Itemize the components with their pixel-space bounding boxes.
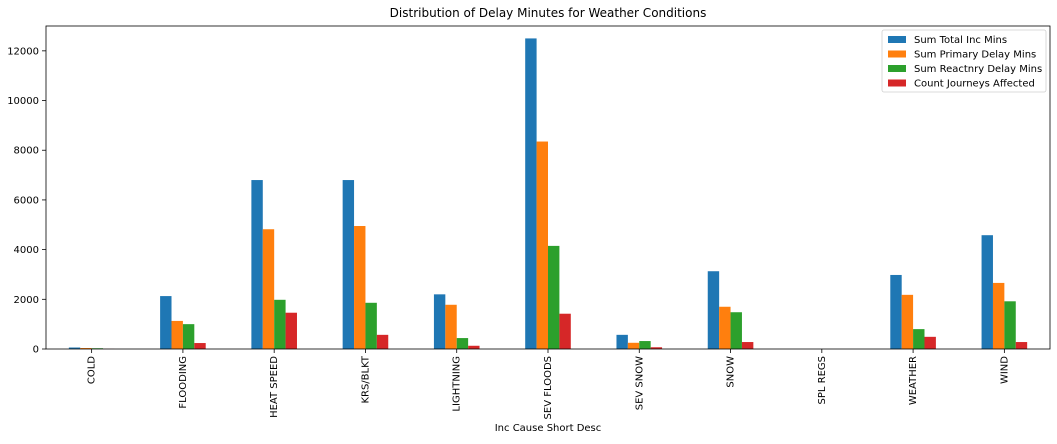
y-tick-label: 8000 (14, 146, 39, 157)
legend-label-2: Sum Primary Delay Mins (914, 50, 1036, 61)
y-tick-label: 6000 (14, 195, 39, 206)
x-tick-label: COLD (87, 356, 98, 384)
bar-3-7 (639, 341, 650, 349)
bar-3-2 (183, 324, 194, 349)
bar-2-6 (537, 142, 548, 349)
bar-1-6 (525, 38, 536, 349)
bar-2-8 (719, 307, 730, 349)
bar-4-5 (468, 346, 479, 349)
x-tick-label: WIND (999, 356, 1010, 384)
x-axis-label: Inc Cause Short Desc (495, 423, 602, 434)
bar-3-8 (731, 312, 742, 349)
legend: Sum Total Inc Mins Sum Primary Delay Mins… (882, 30, 1046, 92)
x-tick-label: WEATHER (908, 356, 919, 405)
bar-3-5 (457, 338, 468, 349)
bar-2-3 (263, 229, 274, 349)
bar-3-3 (274, 300, 285, 349)
y-tick-label: 2000 (14, 295, 39, 306)
bar-2-4 (354, 226, 365, 349)
y-tick-label: 0 (33, 345, 39, 356)
bar-1-7 (616, 335, 627, 349)
legend-label-1: Sum Total Inc Mins (914, 35, 1007, 46)
x-tick-label: SEV SNOW (634, 356, 645, 410)
legend-swatch-2 (888, 51, 906, 58)
legend-swatch-1 (888, 36, 906, 43)
x-tick-label: KRS/BLKT (360, 355, 371, 403)
x-tick-label: HEAT SPEED (269, 356, 280, 418)
x-tick-label: SNOW (726, 356, 737, 388)
y-tick-label: 10000 (7, 96, 39, 107)
bar-4-3 (286, 313, 297, 349)
bar-4-10 (924, 337, 935, 349)
bar-4-8 (742, 342, 753, 349)
bar-3-4 (365, 303, 376, 349)
x-tick-label: SEV FLOODS (543, 356, 554, 419)
legend-label-3: Sum Reactnry Delay Mins (914, 64, 1042, 75)
bar-1-3 (251, 180, 262, 349)
bar-4-4 (377, 335, 388, 349)
bar-4-6 (559, 314, 570, 349)
x-tick-label: SPL REGS (817, 356, 828, 405)
bar-2-5 (445, 305, 456, 349)
bar-3-6 (548, 246, 559, 349)
bar-3-11 (1004, 301, 1015, 349)
bar-1-11 (982, 235, 993, 349)
bar-1-4 (343, 180, 354, 349)
bar-2-10 (902, 295, 913, 349)
x-tick-label: FLOODING (178, 356, 189, 409)
bar-1-2 (160, 296, 171, 349)
y-tick-label: 12000 (7, 46, 39, 57)
bar-3-10 (913, 329, 924, 349)
bar-2-7 (628, 343, 639, 349)
chart-title: Distribution of Delay Minutes for Weathe… (390, 6, 707, 20)
legend-swatch-4 (888, 80, 906, 87)
legend-label-4: Count Journeys Affected (914, 79, 1035, 90)
bar-1-8 (708, 271, 719, 349)
y-tick-label: 4000 (14, 245, 39, 256)
x-tick-label: LIGHTNING (452, 356, 463, 412)
bar-2-2 (172, 321, 183, 349)
bar-4-2 (194, 343, 205, 349)
bar-1-10 (890, 275, 901, 349)
bar-1-5 (434, 294, 445, 349)
legend-swatch-3 (888, 65, 906, 72)
bar-2-11 (993, 283, 1004, 349)
bar-4-11 (1016, 342, 1027, 349)
